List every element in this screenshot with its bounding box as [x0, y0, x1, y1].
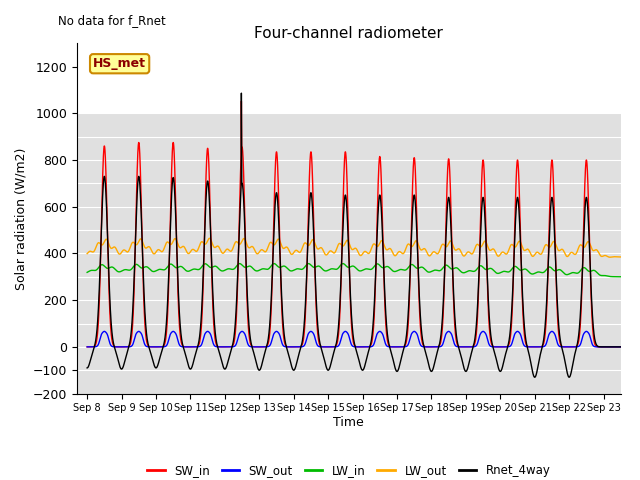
X-axis label: Time: Time [333, 416, 364, 429]
Bar [77, 43, 621, 113]
Text: No data for f_Rnet: No data for f_Rnet [58, 14, 165, 27]
Title: Four-channel radiometer: Four-channel radiometer [254, 25, 444, 41]
Legend: SW_in, SW_out, LW_in, LW_out, Rnet_4way: SW_in, SW_out, LW_in, LW_out, Rnet_4way [142, 459, 556, 480]
Y-axis label: Solar radiation (W/m2): Solar radiation (W/m2) [14, 147, 27, 289]
Text: HS_met: HS_met [93, 57, 146, 70]
